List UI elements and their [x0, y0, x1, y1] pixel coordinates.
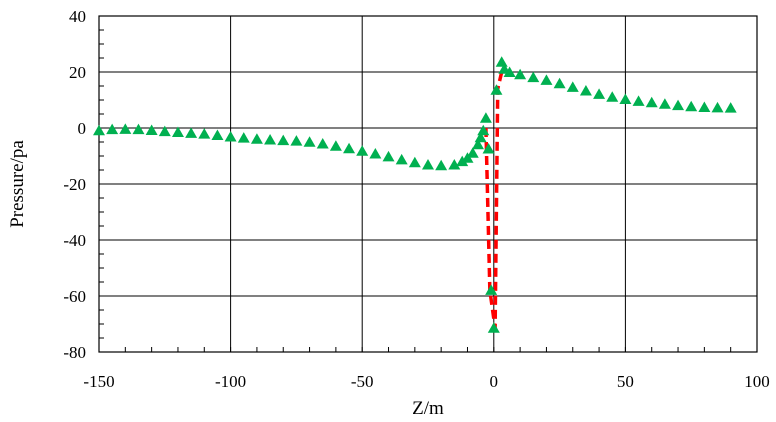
triangle-marker — [119, 123, 132, 134]
y-tick-labels: -80 -60 -40 -20 0 20 40 — [63, 7, 86, 362]
triangle-marker — [474, 131, 487, 143]
x-tick-label: 50 — [617, 372, 634, 391]
triangle-marker — [132, 123, 145, 135]
triangle-marker — [290, 135, 303, 146]
x-tick-labels: -150 -100 -50 0 50 100 — [83, 372, 769, 391]
triangle-marker — [250, 133, 263, 144]
triangle-marker — [672, 99, 685, 111]
triangle-marker — [711, 101, 724, 113]
x-tick-label: 100 — [744, 372, 770, 391]
triangle-marker — [237, 132, 250, 143]
triangle-marker — [158, 125, 171, 137]
y-tick-label: -20 — [63, 175, 86, 194]
y-tick-label: 20 — [69, 63, 86, 82]
triangle-marker — [593, 88, 606, 99]
triangle-marker — [645, 96, 658, 108]
triangle-marker — [472, 138, 485, 150]
triangle-marker — [356, 145, 369, 156]
triangle-marker — [632, 95, 645, 106]
triangle-marker — [495, 56, 508, 67]
triangle-marker — [606, 91, 619, 102]
triangle-marker — [395, 153, 408, 165]
triangle-marker — [527, 71, 540, 83]
triangle-marker — [369, 148, 382, 159]
triangle-series — [93, 56, 737, 333]
triangle-marker — [303, 136, 316, 147]
triangle-marker — [553, 77, 566, 89]
x-axis-label: Z/m — [412, 398, 444, 419]
y-tick-label: -60 — [63, 287, 86, 306]
triangle-marker — [422, 158, 434, 170]
triangle-marker — [211, 129, 224, 141]
y-tick-label: -40 — [63, 231, 86, 250]
triangle-marker — [479, 112, 492, 123]
triangle-marker — [277, 134, 290, 146]
triangle-marker — [382, 150, 395, 162]
triangle-marker — [724, 102, 737, 113]
triangle-marker — [619, 93, 632, 104]
triangle-marker — [145, 124, 158, 136]
y-tick-label: -80 — [63, 343, 86, 362]
x-tick-label: -50 — [351, 372, 374, 391]
triangle-marker — [198, 128, 211, 139]
y-axis-label: Pressure/pa — [7, 140, 28, 228]
triangle-marker — [224, 130, 237, 142]
triangle-marker — [477, 124, 490, 136]
y-tick-label: 0 — [78, 119, 87, 138]
triangle-marker — [435, 159, 448, 171]
triangle-marker — [685, 100, 698, 112]
triangle-marker — [579, 85, 592, 96]
triangle-marker — [316, 137, 329, 149]
x-tick-label: -150 — [83, 372, 114, 391]
triangle-marker — [698, 101, 711, 113]
triangle-marker — [171, 126, 184, 137]
triangle-marker — [106, 123, 119, 135]
triangle-marker — [408, 156, 421, 168]
triangle-marker — [490, 84, 503, 95]
triangle-marker — [264, 134, 277, 145]
triangle-marker — [466, 147, 479, 158]
triangle-marker — [185, 127, 198, 138]
triangle-marker — [503, 66, 516, 78]
y-tick-label: 40 — [69, 7, 86, 26]
triangle-marker — [514, 68, 527, 80]
x-tick-label: 0 — [490, 372, 499, 391]
grid-lines — [98, 15, 758, 353]
plot-frame — [98, 15, 758, 353]
triangle-marker — [485, 284, 498, 295]
triangle-marker — [566, 81, 579, 92]
triangle-marker — [658, 98, 671, 109]
triangle-marker — [448, 158, 461, 170]
triangle-marker — [540, 74, 553, 85]
triangle-marker — [482, 143, 495, 154]
triangle-marker — [487, 322, 500, 333]
x-tick-label: -100 — [215, 372, 246, 391]
triangle-marker — [93, 124, 105, 136]
triangle-marker — [343, 142, 356, 154]
triangle-marker — [456, 155, 469, 167]
triangle-marker — [329, 140, 342, 151]
